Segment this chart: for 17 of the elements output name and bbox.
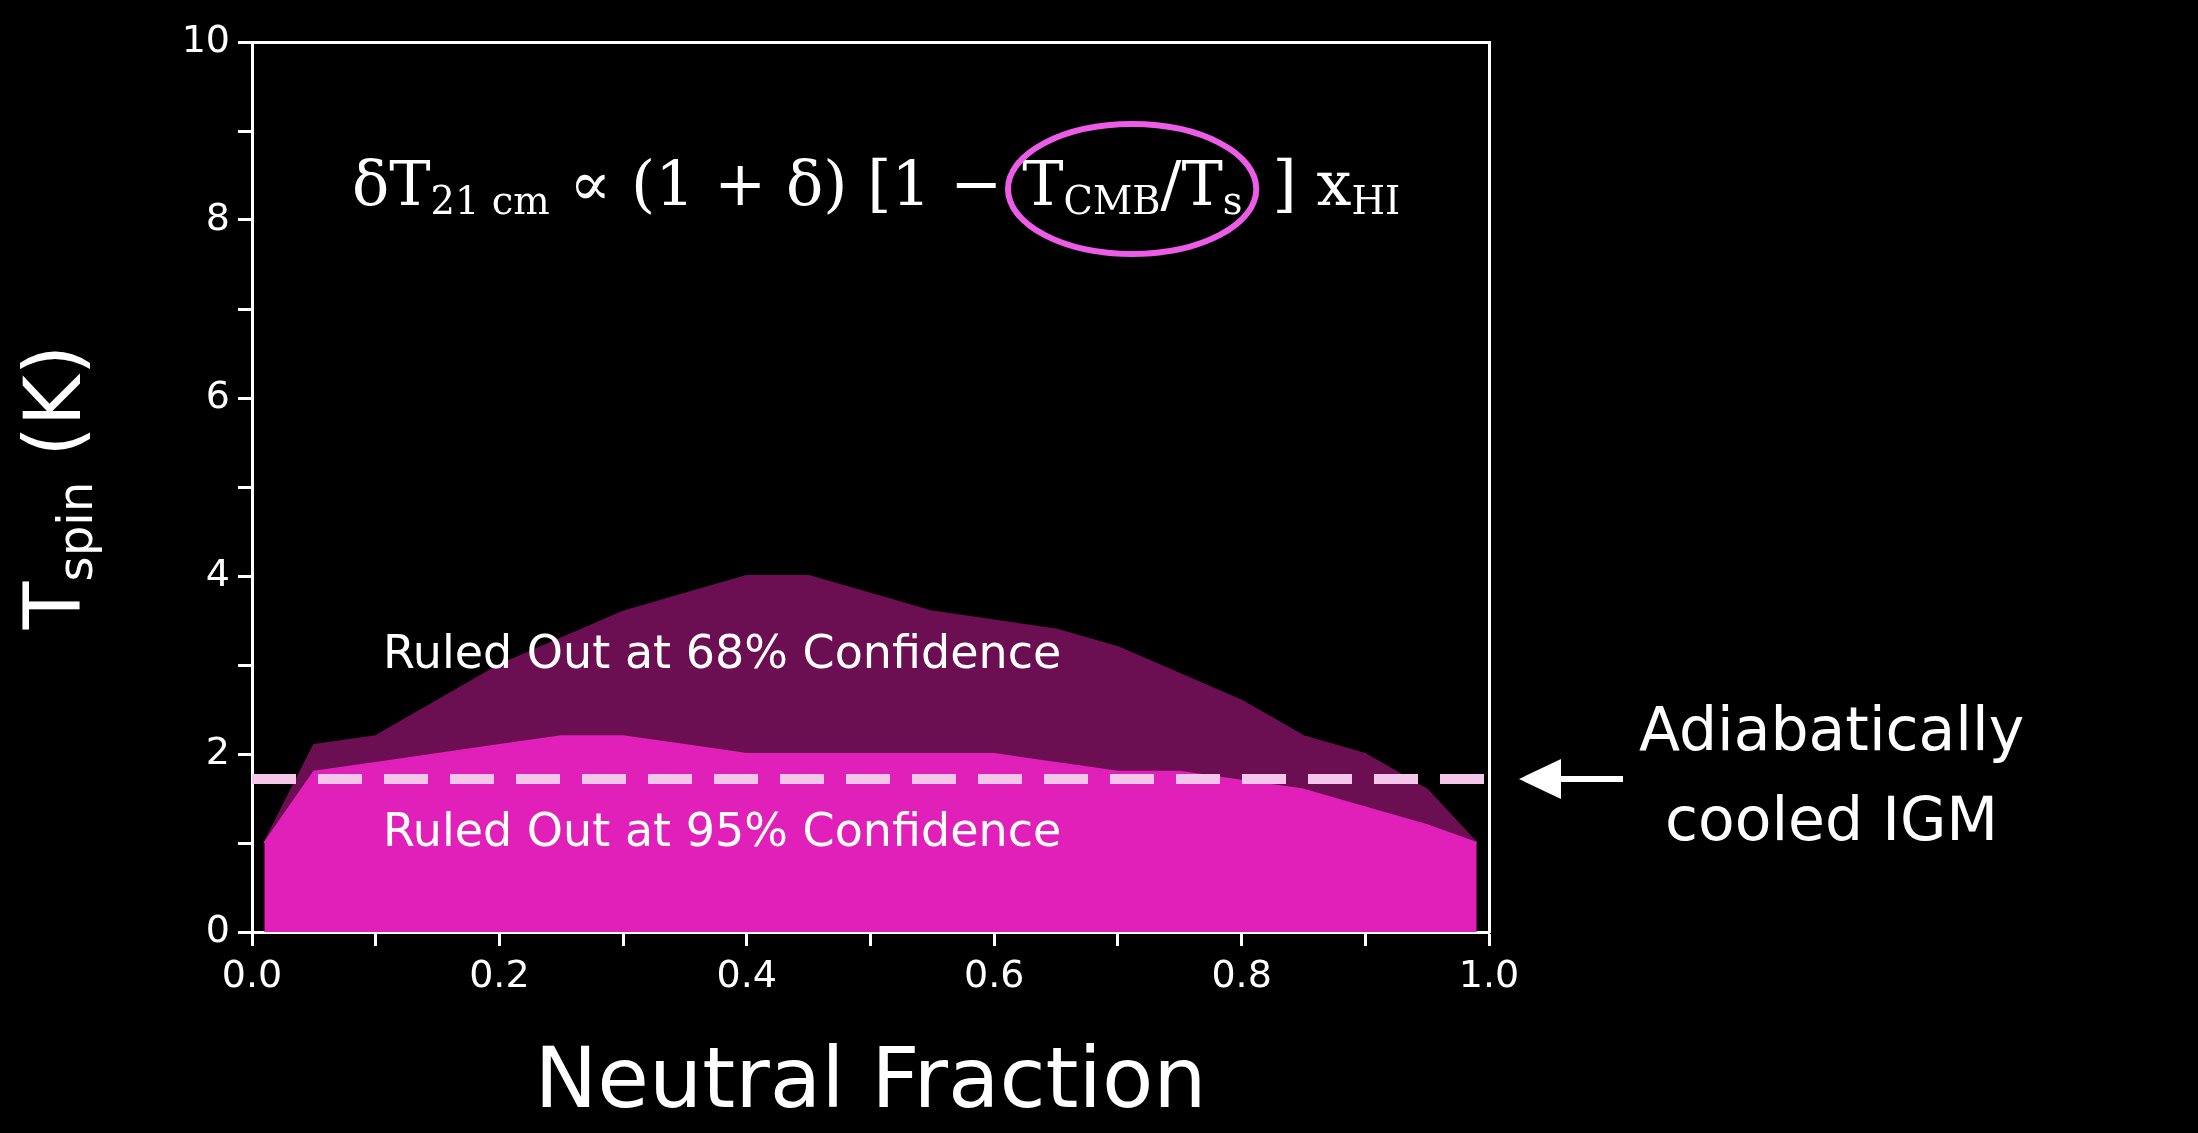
series-label: Ruled Out at 68% Confidence (382, 625, 1062, 680)
x-tick-label: 0.6 (963, 951, 1025, 996)
y-axis-title: Tspin (K) (8, 344, 104, 631)
y-tick-label: 0 (205, 906, 230, 951)
x-tick-label: 0.2 (469, 951, 530, 996)
x-tick-label: 0.4 (716, 951, 778, 996)
x-tick-label: 0.8 (1211, 951, 1272, 996)
ref-line-label: Adiabatically cooled IGM (1639, 693, 2025, 854)
x-axis-title: Neutral Fraction (534, 1028, 1207, 1127)
y-tick-label: 6 (205, 372, 230, 417)
x-tick-label: 0.0 (221, 951, 283, 996)
y-tick-label: 4 (205, 550, 230, 595)
series-label: Ruled Out at 95% Confidence (382, 803, 1062, 858)
y-tick-label: 8 (205, 194, 230, 239)
y-tick-label: 2 (205, 728, 230, 773)
y-tick-label: 10 (181, 16, 230, 61)
x-tick-label: 1.0 (1458, 951, 1520, 996)
